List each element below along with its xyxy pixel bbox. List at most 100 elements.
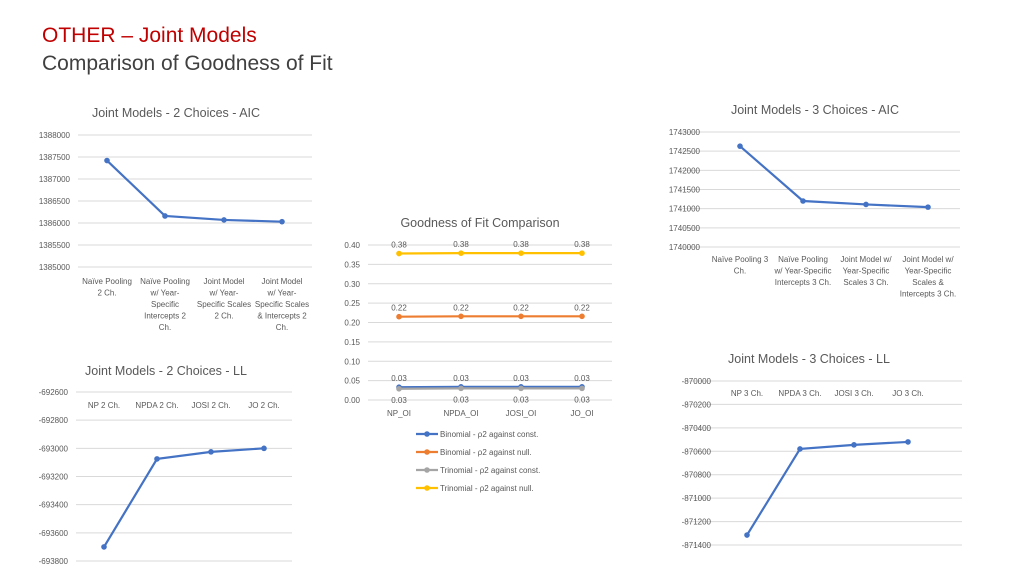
data-label: 0.03 xyxy=(513,395,529,404)
y-tick-label: -870400 xyxy=(682,424,712,433)
legend-label: Binomial - ρ2 against const. xyxy=(440,430,538,439)
data-point xyxy=(579,385,585,392)
data-label: 0.03 xyxy=(453,395,469,404)
x-tick-label: Joint Model w/ Year-Specific Scales & Inte… xyxy=(255,277,309,332)
data-point xyxy=(458,250,464,256)
x-tick-label: Joint Model w/ Year-Specific Scales 2 Ch. xyxy=(197,277,251,321)
data-point xyxy=(851,442,857,448)
data-point xyxy=(579,250,585,256)
y-tick-label: -693000 xyxy=(39,444,69,453)
chart-title: Joint Models - 2 Choices - LL xyxy=(85,364,247,378)
data-point xyxy=(518,385,524,392)
y-tick-label: 1385500 xyxy=(39,241,71,250)
y-tick-label: 1741000 xyxy=(669,205,701,214)
series-line xyxy=(739,145,929,209)
x-tick-label: NP_OI xyxy=(387,409,411,418)
y-tick-label: 0.25 xyxy=(344,299,360,308)
data-point xyxy=(104,157,110,164)
x-tick-label: Naïve Pooling w/ Year-Specific Intercepts … xyxy=(140,277,190,332)
data-label: 0.22 xyxy=(453,303,469,312)
x-tick-label: Naïve Pooling w/ Year-Specific Intercepts … xyxy=(774,255,832,287)
data-label: 0.03 xyxy=(453,374,469,383)
data-point xyxy=(737,143,743,149)
y-tick-label: -870800 xyxy=(682,471,712,480)
data-label: 0.38 xyxy=(513,240,529,249)
slide-subtitle: Comparison of Goodness of Fit xyxy=(42,52,333,75)
x-tick-label: Naïve Pooling 3 Ch. xyxy=(712,255,769,276)
y-tick-label: 0.20 xyxy=(344,319,360,328)
series-line xyxy=(106,159,283,223)
data-label: 0.03 xyxy=(391,374,407,383)
data-label: 0.03 xyxy=(513,374,529,383)
y-tick-label: -693400 xyxy=(39,501,69,510)
y-tick-label: 0.10 xyxy=(344,357,360,366)
chart-title: Joint Models - 3 Choices - AIC xyxy=(731,103,899,117)
x-tick-label: NP 3 Ch. xyxy=(731,389,763,398)
x-tick-label: JO_OI xyxy=(570,409,593,418)
x-tick-label: NPDA_OI xyxy=(443,409,478,418)
x-tick-label: Joint Model w/Year-Specific Scales & Inter… xyxy=(900,255,956,299)
y-tick-label: 1740000 xyxy=(669,243,701,252)
data-point xyxy=(905,439,911,445)
data-label: 0.38 xyxy=(391,241,407,250)
legend-marker xyxy=(424,431,430,437)
data-point xyxy=(396,250,402,257)
data-label: 0.38 xyxy=(574,240,590,249)
y-tick-label: -693200 xyxy=(39,473,69,482)
y-tick-label: 1388000 xyxy=(39,131,71,140)
x-tick-label: JOSI 2 Ch. xyxy=(191,401,230,410)
chart-title: Goodness of Fit Comparison xyxy=(400,216,559,230)
y-tick-label: -871200 xyxy=(682,518,712,527)
series-line xyxy=(103,447,265,548)
legend-label: Trinomial - ρ2 against const. xyxy=(440,466,540,475)
y-tick-label: -692600 xyxy=(39,388,69,397)
y-tick-label: 0.40 xyxy=(344,241,360,250)
data-label: 0.22 xyxy=(391,304,407,313)
data-point xyxy=(396,385,402,392)
data-point xyxy=(458,313,464,320)
x-tick-label: JO 3 Ch. xyxy=(892,389,924,398)
data-point xyxy=(518,250,524,256)
y-tick-label: -692800 xyxy=(39,416,69,425)
x-tick-label: Joint Model w/Year-Specific Scales 3 Ch. xyxy=(840,255,892,287)
y-tick-label: -870200 xyxy=(682,400,712,409)
data-point xyxy=(396,313,402,320)
x-tick-label: NP 2 Ch. xyxy=(88,401,120,410)
data-point xyxy=(518,313,524,320)
data-label: 0.38 xyxy=(453,240,469,249)
y-tick-label: 1387000 xyxy=(39,175,71,184)
x-tick-label: NPDA 2 Ch. xyxy=(135,401,178,410)
data-label: 0.03 xyxy=(574,374,590,383)
y-tick-label: 1740500 xyxy=(669,224,701,233)
data-point xyxy=(162,213,168,219)
data-label: 0.22 xyxy=(513,303,529,312)
data-label: 0.03 xyxy=(391,396,407,405)
y-tick-label: 0.00 xyxy=(344,396,360,405)
x-tick-label: JO 2 Ch. xyxy=(248,401,280,410)
y-tick-label: 0.15 xyxy=(344,338,360,347)
data-point xyxy=(208,449,214,455)
data-point xyxy=(101,544,107,550)
x-tick-label: NPDA 3 Ch. xyxy=(778,389,821,398)
y-tick-label: 1387500 xyxy=(39,153,71,162)
data-point xyxy=(863,201,869,208)
chart-title: Joint Models - 2 Choices - AIC xyxy=(92,106,260,120)
legend-label: Binomial - ρ2 against null. xyxy=(440,448,532,457)
y-tick-label: -871000 xyxy=(682,494,712,503)
data-point xyxy=(579,313,585,320)
y-tick-label: 0.35 xyxy=(344,260,360,269)
y-tick-label: 1741500 xyxy=(669,186,701,195)
y-tick-label: 1385000 xyxy=(39,263,71,272)
legend-marker xyxy=(424,467,430,473)
data-point xyxy=(800,198,806,204)
data-point xyxy=(458,385,464,392)
y-tick-label: 1386500 xyxy=(39,197,71,206)
y-tick-label: -871400 xyxy=(682,541,712,550)
chart-title: Joint Models - 3 Choices - LL xyxy=(728,352,890,366)
data-point xyxy=(925,204,931,210)
